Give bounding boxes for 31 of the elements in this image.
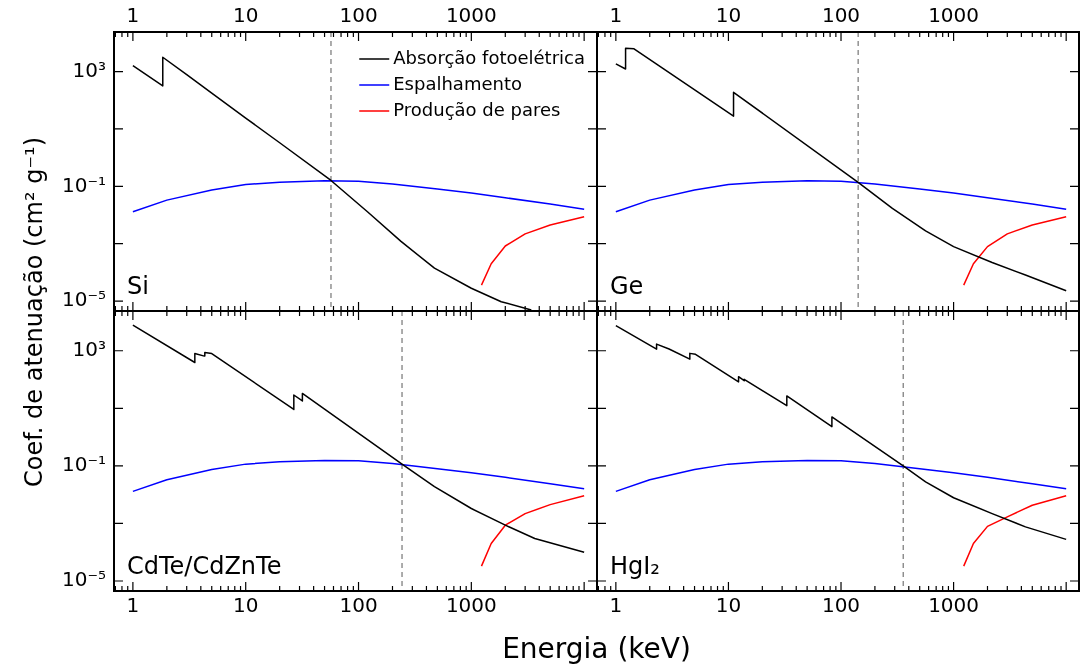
text: Si <box>127 272 149 300</box>
x-axis-title: Energia (keV) <box>502 631 691 665</box>
x-tick-label: 1 <box>126 593 140 618</box>
text: Ge <box>610 272 644 300</box>
x-tick-label: 10 <box>232 593 259 618</box>
x-tick-label: 10 <box>232 3 259 28</box>
x-tick-label: 10 <box>715 3 742 28</box>
text: HgI₂ <box>610 552 660 580</box>
legend-label: Produção de pares <box>393 98 561 120</box>
x-tick-label: 10 <box>715 593 742 618</box>
x-tick-label: 100 <box>821 593 861 618</box>
x-tick-label: 1000 <box>928 3 980 28</box>
x-tick-label: 1 <box>609 3 623 28</box>
y-tick-label: 10⁻¹ <box>61 452 106 477</box>
x-tick-label: 1 <box>609 593 623 618</box>
x-tick-label: 100 <box>339 593 378 618</box>
text: CdTe/CdZnTe <box>127 552 282 580</box>
y-tick-label: 10³ <box>72 336 106 361</box>
y-tick-label: 10⁻⁵ <box>61 567 106 592</box>
y-tick-label: 10⁻⁵ <box>61 287 106 312</box>
x-tick-label: 1000 <box>445 593 497 618</box>
x-tick-label: 100 <box>339 3 378 28</box>
legend-label: Espalhamento <box>393 72 522 94</box>
x-tick-label: 100 <box>821 3 861 28</box>
y-axis-title: Coef. de atenuação (cm² g⁻¹) <box>20 136 48 487</box>
y-tick-label: 10³ <box>72 57 106 82</box>
x-tick-label: 1000 <box>928 593 980 618</box>
legend-label: Absorção fotoelétrica <box>393 46 586 68</box>
x-tick-label: 1000 <box>445 3 497 28</box>
y-tick-label: 10⁻¹ <box>61 172 106 197</box>
x-tick-label: 1 <box>126 3 140 28</box>
